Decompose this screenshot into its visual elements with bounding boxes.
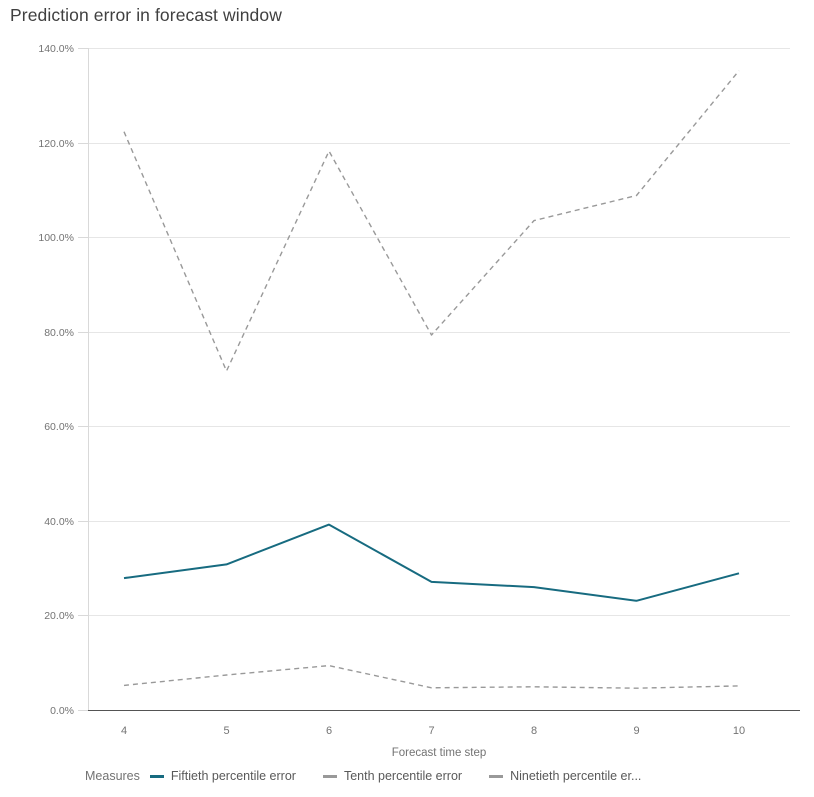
legend-line-swatch-icon	[149, 774, 164, 778]
series-line-fiftieth-percentile-error[interactable]	[123, 523, 740, 602]
legend-item-label: Fiftieth percentile error	[170, 769, 296, 783]
y-tick-label: 60.0%	[44, 421, 74, 433]
x-tick-label: 8	[531, 725, 537, 737]
x-tick-label: 7	[428, 725, 434, 737]
y-tick-label: 120.0%	[38, 138, 74, 150]
x-tick-label: 6	[326, 725, 332, 737]
legend-item-label: Ninetieth percentile er...	[510, 769, 642, 783]
legend-item-label: Tenth percentile error	[343, 769, 463, 783]
x-tick-label: 4	[121, 725, 127, 737]
y-tick-label: 40.0%	[44, 516, 74, 528]
y-tick-label: 80.0%	[44, 327, 74, 339]
series-line-tenth-percentile-error[interactable]	[123, 664, 740, 689]
y-tick-label: 20.0%	[44, 610, 74, 622]
x-tick-label: 5	[223, 725, 229, 737]
legend-item-fiftieth[interactable]: Fiftieth percentile error	[149, 769, 296, 783]
legend-item-ninetieth[interactable]: Ninetieth percentile er...	[489, 769, 641, 783]
y-tick-label: 100.0%	[38, 232, 74, 244]
legend-line-swatch-icon	[489, 774, 504, 778]
line-chart: 0.0% 20.0% 40.0% 60.0% 80.0% 100.0% 120.0% 140.…	[38, 43, 800, 737]
legend: Measures Fiftieth percentile error Tenth…	[85, 769, 668, 783]
chart-title: Prediction error in forecast window	[10, 5, 282, 25]
x-tick-label: 9	[633, 725, 639, 737]
legend-item-tenth[interactable]: Tenth percentile error	[322, 769, 463, 783]
series-line-ninetieth-percentile-error[interactable]	[123, 70, 740, 372]
y-tick-label: 140.0%	[38, 43, 74, 55]
x-axis-title: Forecast time step	[391, 747, 487, 759]
legend-line-swatch-icon	[322, 774, 337, 778]
x-tick-label: 10	[733, 725, 745, 737]
legend-title: Measures	[85, 769, 140, 783]
y-tick-label: 0.0%	[50, 705, 74, 717]
